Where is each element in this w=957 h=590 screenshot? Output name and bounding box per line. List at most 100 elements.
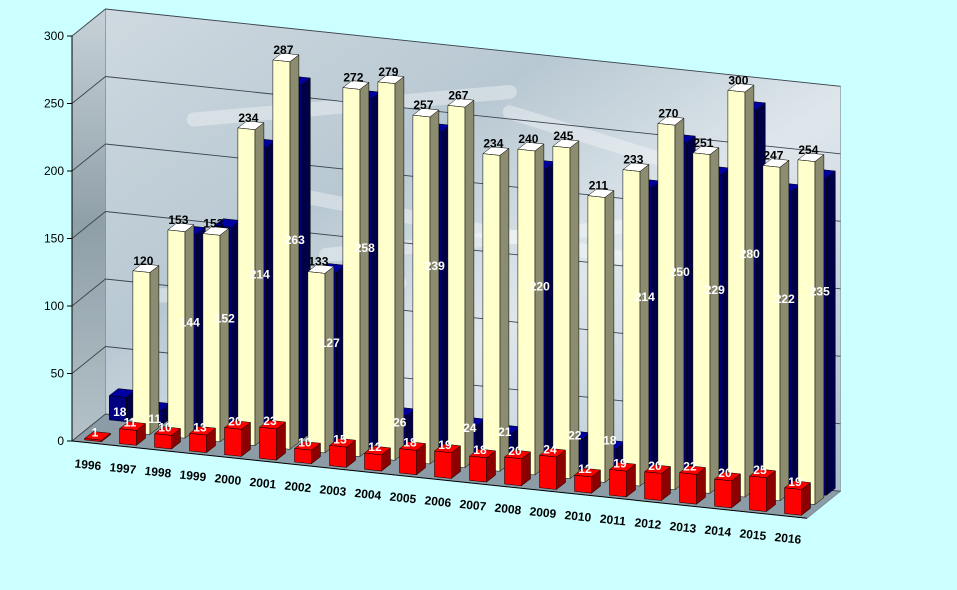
x-tick-label: 2011 xyxy=(599,512,627,529)
data-label: 21 xyxy=(498,425,512,439)
bar-front xyxy=(342,87,361,457)
x-tick-label: 2004 xyxy=(354,486,382,503)
x-tick-label: 2003 xyxy=(319,482,347,499)
bar-front xyxy=(587,195,606,483)
bar-side xyxy=(184,224,195,439)
x-tick-label: 1999 xyxy=(179,468,207,485)
data-label: 258 xyxy=(355,241,375,255)
bar xyxy=(692,145,720,494)
bar-side xyxy=(826,170,836,496)
data-label: 18 xyxy=(473,443,487,457)
bar xyxy=(398,441,427,476)
x-tick-label: 2006 xyxy=(424,493,452,510)
bar xyxy=(678,465,707,505)
bar-side xyxy=(814,154,825,506)
bar-front xyxy=(517,148,536,476)
data-label: 10 xyxy=(298,435,312,449)
data-label: 267 xyxy=(448,88,468,102)
bar xyxy=(727,83,755,498)
data-label: 247 xyxy=(763,149,783,163)
x-axis-line xyxy=(71,440,808,519)
bar-front xyxy=(189,433,207,453)
bar-front xyxy=(727,90,746,498)
bar-front xyxy=(167,229,186,439)
bar xyxy=(412,107,440,465)
data-label: 12 xyxy=(578,462,592,476)
data-label: 11 xyxy=(148,412,161,426)
bar xyxy=(258,419,287,461)
bar xyxy=(762,158,790,502)
bar-side xyxy=(429,109,440,465)
bar-side xyxy=(219,227,230,443)
bar-front xyxy=(132,270,151,435)
data-label: 12 xyxy=(368,440,382,454)
x-tick-label: 2005 xyxy=(389,490,417,507)
data-label: 10 xyxy=(158,421,172,435)
x-tick-label: 2008 xyxy=(494,501,522,518)
bar-front xyxy=(154,433,172,450)
bar-front xyxy=(622,169,641,487)
bar xyxy=(202,226,230,443)
bar-side xyxy=(394,76,405,461)
bar-front xyxy=(307,271,326,454)
bar xyxy=(608,462,637,498)
data-label: 22 xyxy=(683,460,697,474)
data-label: 153 xyxy=(168,213,188,227)
data-label: 15 xyxy=(333,432,347,446)
bar-front xyxy=(119,428,137,446)
data-label: 214 xyxy=(635,290,655,304)
data-label: 214 xyxy=(250,268,270,282)
data-label: 18 xyxy=(603,433,617,447)
data-label: 26 xyxy=(393,415,407,429)
bar xyxy=(748,468,777,513)
x-tick-label: 2013 xyxy=(669,519,697,536)
bar-side xyxy=(499,147,510,472)
data-label: 24 xyxy=(543,442,557,456)
bar xyxy=(503,449,532,487)
bar-side xyxy=(254,122,265,447)
data-label: 133 xyxy=(308,255,328,269)
bar xyxy=(167,222,195,439)
data-label: 19 xyxy=(788,475,802,489)
y-axis: 0 50 100 150 200 250 300 xyxy=(44,29,73,448)
bar-front xyxy=(412,114,431,465)
bar xyxy=(783,480,812,516)
bar xyxy=(447,98,475,469)
bar xyxy=(377,74,405,461)
x-tick-label: 2016 xyxy=(774,530,802,547)
bar xyxy=(433,443,462,480)
data-label: 233 xyxy=(623,153,643,167)
y-tick-label: 0 xyxy=(57,434,64,448)
bar-front xyxy=(109,395,127,422)
data-label: 20 xyxy=(648,459,662,473)
data-label: 279 xyxy=(378,65,398,79)
y-tick-label: 150 xyxy=(44,232,64,246)
y-tick-label: 200 xyxy=(44,164,64,178)
bar-front xyxy=(447,105,466,468)
y-tick-label: 100 xyxy=(44,299,64,313)
data-label: 287 xyxy=(273,43,293,57)
data-label: 211 xyxy=(589,179,609,193)
data-label: 24 xyxy=(463,421,477,435)
data-label: 22 xyxy=(568,428,582,442)
bar-side xyxy=(639,163,650,487)
data-label: 23 xyxy=(263,414,277,428)
data-label: 235 xyxy=(810,284,830,298)
bar-front xyxy=(574,474,592,494)
bar xyxy=(643,464,672,502)
bar xyxy=(328,438,357,468)
bar xyxy=(538,448,567,491)
bar xyxy=(342,80,370,458)
bar-side xyxy=(464,99,475,469)
bar-front xyxy=(377,81,396,461)
bar-side xyxy=(149,264,160,436)
x-tick-label: 2001 xyxy=(249,475,277,492)
x-tick-label: 2000 xyxy=(214,471,242,488)
bar-front xyxy=(237,127,256,446)
data-label: 245 xyxy=(553,129,573,143)
bar xyxy=(587,188,615,483)
y-tick-label: 250 xyxy=(44,97,64,111)
bar xyxy=(573,467,602,494)
